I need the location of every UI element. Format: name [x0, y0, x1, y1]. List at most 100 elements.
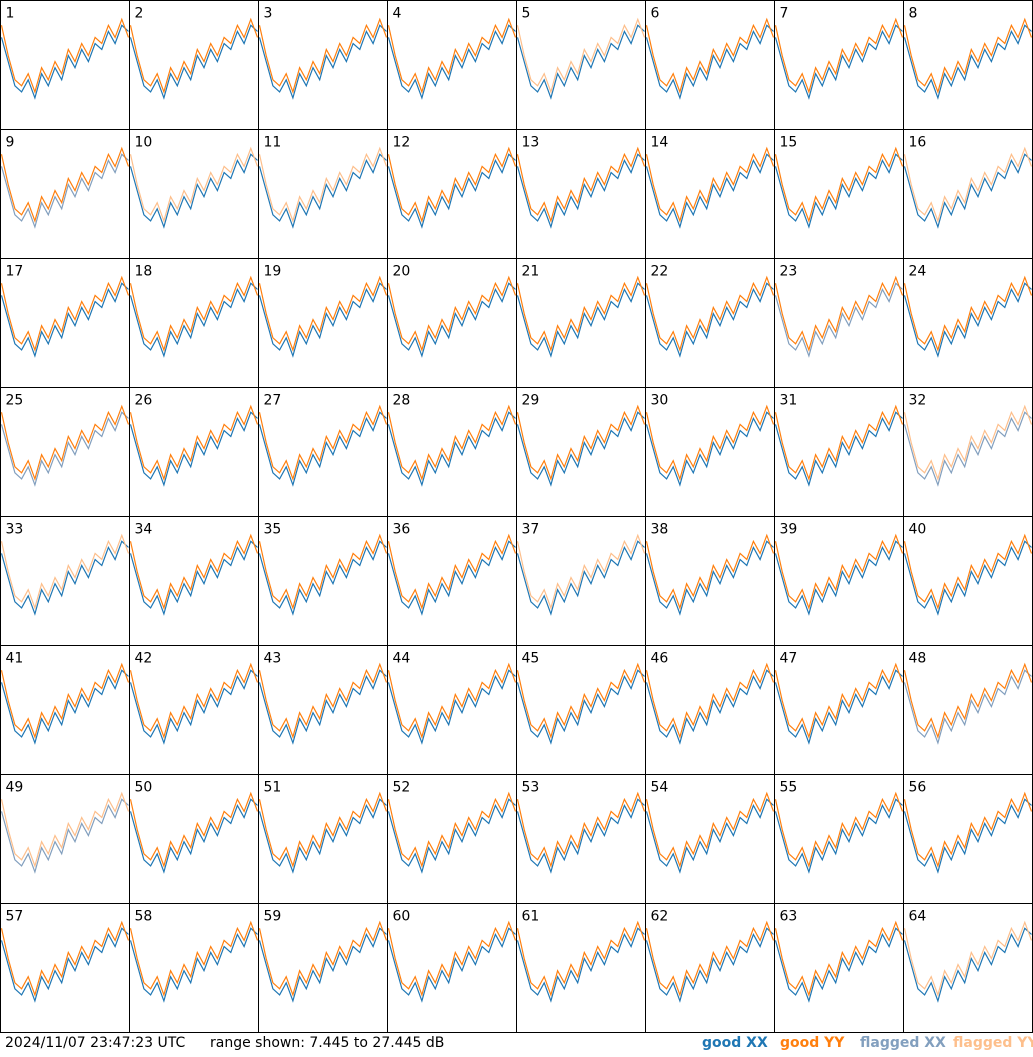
panel-label: 58 — [135, 909, 153, 925]
spectrum-line — [387, 411, 516, 487]
spectrum-line — [387, 533, 517, 610]
spectrum-line — [129, 17, 259, 94]
spectrum-line — [129, 927, 258, 1003]
panel-frame — [516, 774, 646, 904]
spectrum-line — [645, 17, 775, 94]
panel-frame — [516, 0, 646, 130]
panel-frame — [129, 258, 259, 388]
spectrum-line — [645, 146, 775, 223]
panel-label: 10 — [135, 135, 153, 151]
panel-frame — [903, 645, 1033, 775]
panel-label: 8 — [909, 6, 918, 22]
panel-label: 9 — [6, 135, 15, 151]
spectrum-line — [129, 146, 259, 223]
spectrum-line — [258, 920, 388, 997]
panel-label: 20 — [393, 264, 411, 280]
spectrum-line — [129, 791, 259, 868]
spectrum-line — [0, 404, 130, 481]
panel-label: 39 — [780, 522, 798, 538]
spectrum-line — [0, 275, 130, 352]
spectrum-line — [387, 282, 516, 358]
spectrum-line — [903, 791, 1033, 868]
panel-frame — [516, 516, 646, 646]
spectrum-line — [129, 669, 258, 745]
legend-entry: flagged XX — [860, 1035, 946, 1051]
panel-frame — [387, 645, 517, 775]
spectrum-line — [774, 920, 904, 997]
spectrum-line — [387, 798, 516, 874]
spectrum-line — [258, 662, 388, 739]
panel-label: 60 — [393, 909, 411, 925]
panel-label: 34 — [135, 522, 153, 538]
spectrum-line — [0, 411, 129, 487]
panel-label: 55 — [780, 780, 798, 796]
panel-label: 14 — [651, 135, 669, 151]
panel-frame — [0, 258, 130, 388]
spectrum-line — [774, 411, 903, 487]
panel-frame — [0, 0, 130, 130]
panel-frame — [645, 258, 775, 388]
panel-frame — [258, 129, 388, 259]
panel-frame — [903, 0, 1033, 130]
spectrum-line — [774, 146, 904, 223]
panel-label: 56 — [909, 780, 927, 796]
spectrum-line — [258, 669, 387, 745]
panel-label: 5 — [522, 6, 531, 22]
panel-label: 12 — [393, 135, 411, 151]
spectrum-line — [645, 798, 774, 874]
panel-label: 45 — [522, 651, 540, 667]
panel-frame — [387, 258, 517, 388]
spectrum-line — [0, 927, 129, 1003]
panel-frame — [774, 0, 904, 130]
panel-label: 42 — [135, 651, 153, 667]
spectrum-line — [903, 17, 1033, 94]
spectrum-line — [129, 540, 258, 616]
panel-label: 59 — [264, 909, 282, 925]
spectrum-line — [903, 669, 1032, 745]
spectrum-line — [129, 24, 258, 100]
spectrum-line — [903, 798, 1032, 874]
spectrum-line — [645, 927, 774, 1003]
panel-label: 35 — [264, 522, 282, 538]
panel-frame — [129, 645, 259, 775]
spectrum-line — [387, 662, 517, 739]
panel-frame — [774, 258, 904, 388]
spectrum-line — [258, 275, 388, 352]
panel-frame — [0, 516, 130, 646]
panel-label: 18 — [135, 264, 153, 280]
panel-frame — [516, 903, 646, 1033]
panel-label: 36 — [393, 522, 411, 538]
spectrum-line — [387, 540, 516, 616]
panel-frame — [258, 258, 388, 388]
spectrum-line — [0, 282, 129, 358]
panel-label: 50 — [135, 780, 153, 796]
panel-frame — [387, 903, 517, 1033]
spectrum-line — [516, 411, 645, 487]
spectrum-line — [129, 275, 259, 352]
spectrum-line — [516, 662, 646, 739]
spectrum-line — [774, 404, 904, 481]
panel-label: 27 — [264, 393, 282, 409]
spectrum-line — [774, 153, 903, 229]
panel-frame — [774, 645, 904, 775]
spectrum-line — [258, 533, 388, 610]
spectrum-line — [645, 282, 774, 358]
panel-label: 33 — [6, 522, 24, 538]
panel-label: 7 — [780, 6, 789, 22]
spectrum-line — [903, 24, 1032, 100]
panel-label: 63 — [780, 909, 798, 925]
panel-frame — [0, 903, 130, 1033]
spectrum-line — [0, 17, 130, 94]
panel-label: 46 — [651, 651, 669, 667]
spectrum-line — [387, 146, 517, 223]
panel-label: 64 — [909, 909, 927, 925]
spectrum-line — [0, 669, 129, 745]
spectrum-line — [774, 24, 903, 100]
spectrum-line — [258, 404, 388, 481]
spectrum-line — [645, 662, 775, 739]
panel-label: 29 — [522, 393, 540, 409]
legend-entry: flagged YY — [953, 1035, 1033, 1051]
spectrum-line — [903, 540, 1032, 616]
spectrum-line — [0, 153, 129, 229]
spectrum-line — [516, 920, 646, 997]
